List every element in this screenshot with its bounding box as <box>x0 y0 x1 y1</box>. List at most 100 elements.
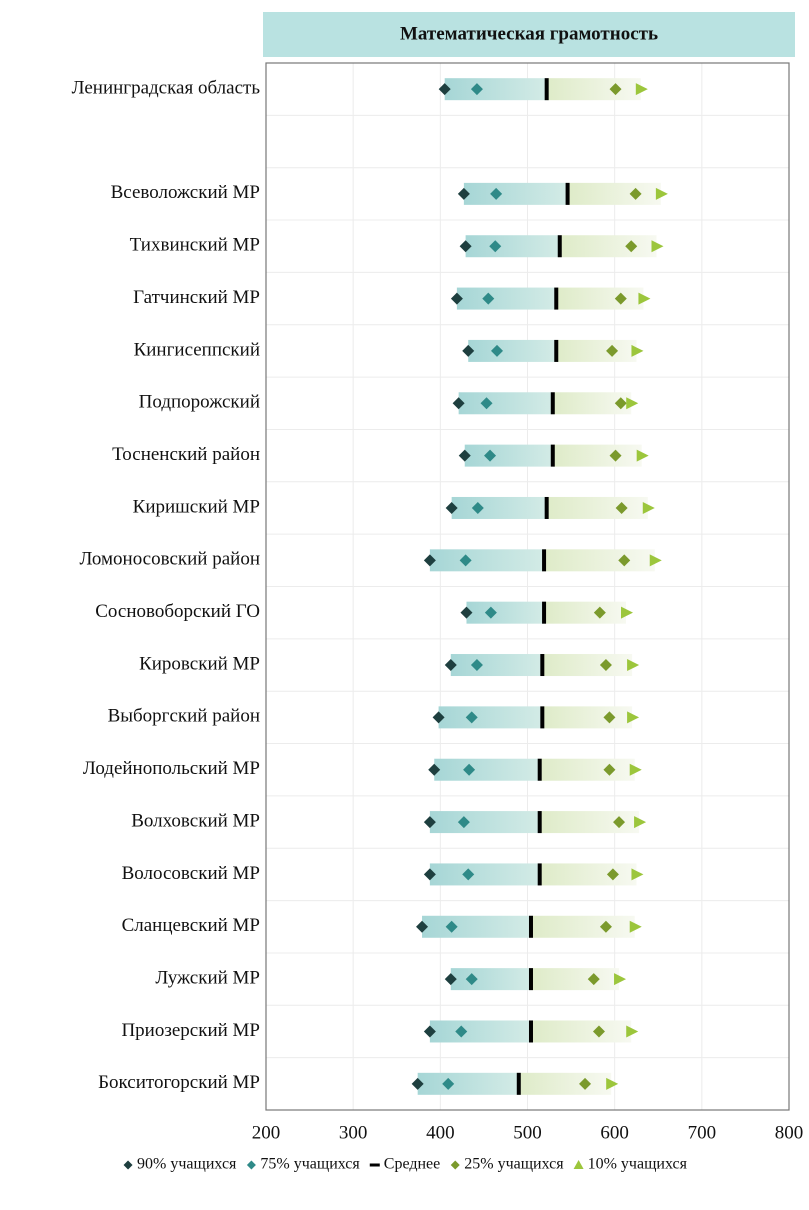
diamond-marker <box>484 449 497 462</box>
band-low <box>429 549 545 572</box>
band-high <box>539 758 635 781</box>
diamond-marker <box>416 920 429 933</box>
diamond-marker <box>471 501 484 514</box>
mean-marker <box>550 444 555 467</box>
band-low <box>451 496 547 519</box>
band-low <box>444 78 547 101</box>
triangle-marker <box>636 449 649 462</box>
band-low <box>429 811 540 834</box>
mean-marker <box>537 811 542 834</box>
diamond-marker <box>445 501 458 514</box>
diamond-marker <box>490 187 503 200</box>
legend: 90% учащихся 75% учащихся Среднее 25% учащи… <box>123 1156 688 1173</box>
band-low <box>464 444 553 467</box>
diamond-marker <box>452 397 465 410</box>
legend-label: Среднее <box>384 1156 440 1173</box>
diamond-marker <box>609 83 622 96</box>
band-high <box>530 968 620 991</box>
diamond-marker <box>423 868 436 881</box>
x-tick-label: 200 <box>252 1122 281 1143</box>
diamond-marker <box>629 187 642 200</box>
mean-marker <box>540 706 545 729</box>
triangle-marker <box>631 344 644 357</box>
diamond-marker <box>423 554 436 567</box>
legend-symbol <box>369 1163 380 1167</box>
diamond-marker <box>615 501 628 514</box>
band-low <box>429 1020 531 1043</box>
band-low <box>417 1072 519 1095</box>
legend-item: 25% учащихся <box>450 1156 564 1173</box>
band-high <box>556 339 637 362</box>
diamond-marker <box>592 1025 605 1038</box>
mean-marker <box>544 78 549 101</box>
y-tick-label: Кингисеппский <box>134 339 260 360</box>
diamond-marker <box>613 816 626 829</box>
legend-symbol <box>573 1160 584 1169</box>
mean-marker <box>528 1020 533 1043</box>
y-tick-label: Приозерский МР <box>121 1020 260 1041</box>
band-low <box>463 182 568 205</box>
diamond-marker <box>455 1025 468 1038</box>
band-high <box>539 811 640 834</box>
mean-marker <box>557 235 562 258</box>
mean-marker <box>542 549 547 572</box>
diamond-marker <box>614 397 627 410</box>
x-tick-label: 400 <box>426 1122 455 1143</box>
band-low <box>466 601 545 624</box>
diamond-marker <box>614 292 627 305</box>
legend-label: 25% учащихся <box>464 1156 564 1173</box>
band-high <box>544 601 626 624</box>
legend-symbol <box>450 1160 460 1170</box>
diamond-marker <box>489 240 502 253</box>
y-tick-label: Выборгский район <box>108 706 260 727</box>
diamond-marker <box>618 554 631 567</box>
mean-marker <box>540 654 545 677</box>
mean-marker <box>528 968 533 991</box>
mean-marker <box>554 287 559 310</box>
triangle-marker <box>649 554 662 567</box>
diamond-marker <box>603 763 616 776</box>
y-tick-label: Сосновоборский ГО <box>95 601 260 622</box>
band-low <box>450 968 531 991</box>
diamond-marker <box>470 659 483 672</box>
triangle-marker <box>638 292 651 305</box>
band-low <box>450 654 543 677</box>
y-tick-label: Лодейнопольский МР <box>83 758 260 779</box>
triangle-marker <box>626 397 639 410</box>
y-tick-label: Всеволожский МР <box>111 182 260 203</box>
diamond-marker <box>444 973 457 986</box>
triangle-marker <box>629 920 642 933</box>
band-high <box>546 78 641 101</box>
mean-marker <box>537 758 542 781</box>
y-tick-label: Ленинградская область <box>72 78 261 99</box>
mean-marker <box>537 863 542 886</box>
diamond-marker <box>484 606 497 619</box>
legend-symbol <box>123 1160 133 1170</box>
y-tick-label: Киришский МР <box>133 496 260 517</box>
mean-marker <box>554 339 559 362</box>
triangle-marker <box>606 1077 619 1090</box>
diamond-marker <box>625 240 638 253</box>
diamond-marker <box>445 920 458 933</box>
diamond-marker <box>438 83 451 96</box>
legend-label: 10% учащихся <box>588 1156 688 1173</box>
diamond-marker <box>465 973 478 986</box>
y-tick-label: Тосненский район <box>112 444 260 465</box>
diamond-marker <box>463 763 476 776</box>
triangle-marker <box>634 816 647 829</box>
band-high <box>539 863 637 886</box>
title-box <box>263 12 795 57</box>
diamond-marker <box>423 816 436 829</box>
band-low <box>465 235 560 258</box>
diamond-marker <box>457 816 470 829</box>
y-tick-label: Подпорожский <box>139 392 260 413</box>
triangle-marker <box>614 973 627 986</box>
diamond-marker <box>458 449 471 462</box>
y-tick-label: Сланцевский МР <box>122 915 260 936</box>
diamond-marker <box>599 920 612 933</box>
band-high <box>518 1072 612 1095</box>
band-high <box>556 287 644 310</box>
triangle-marker <box>642 501 655 514</box>
triangle-marker <box>627 659 640 672</box>
